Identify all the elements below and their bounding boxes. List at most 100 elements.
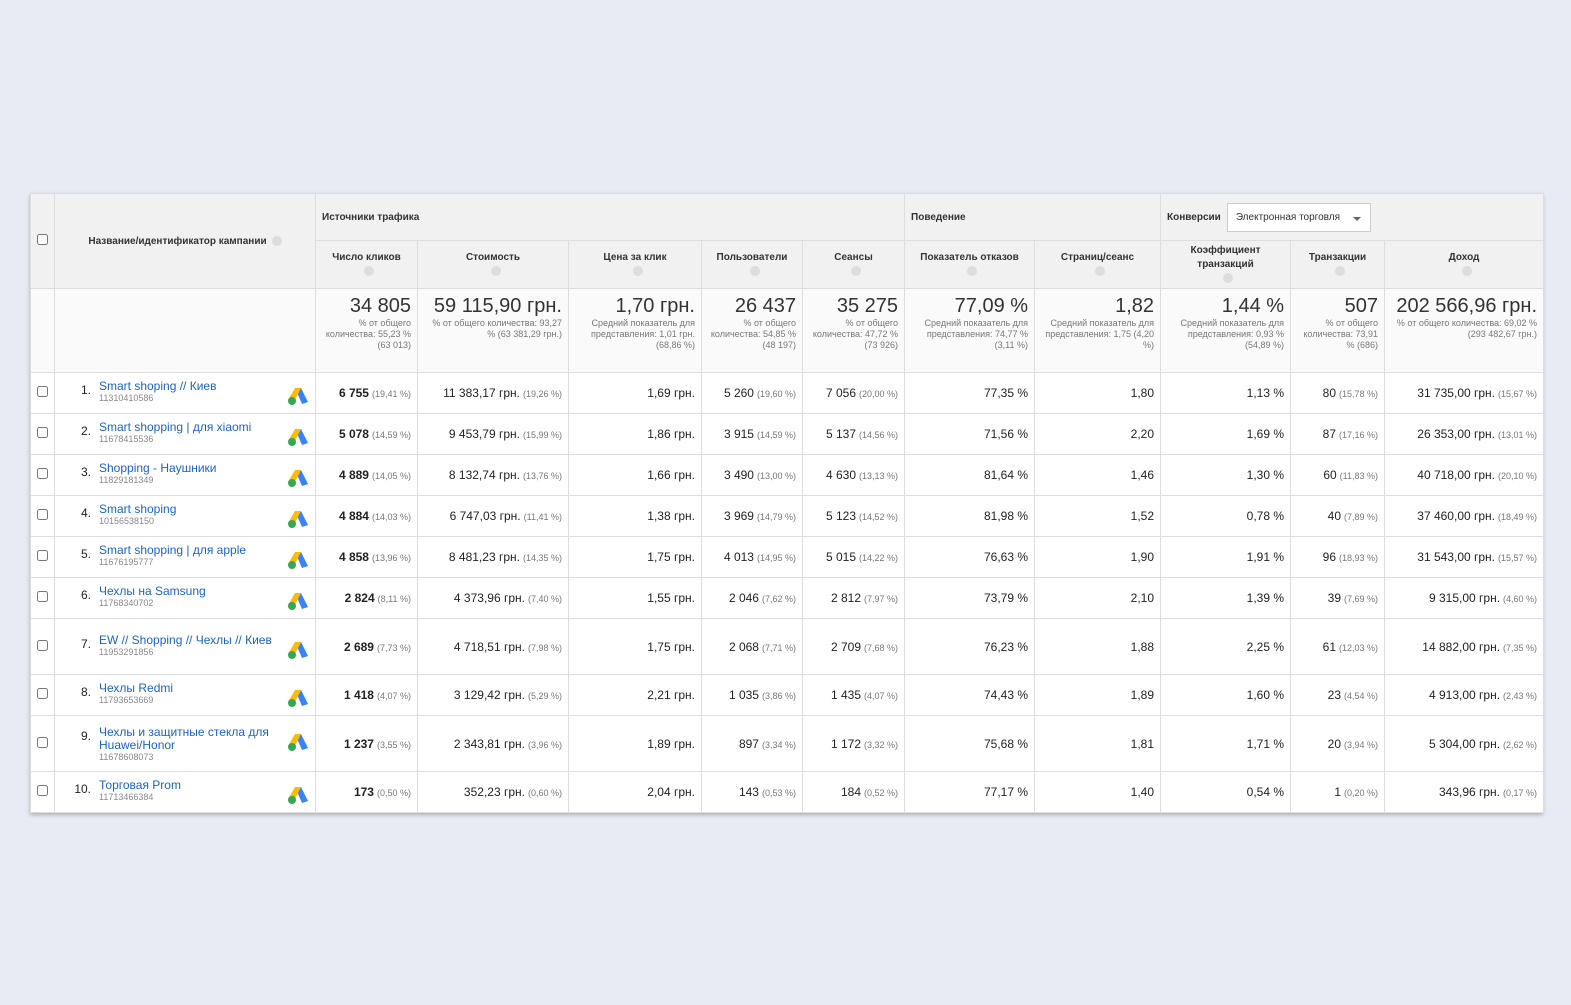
metric-share: (14,05 %) bbox=[371, 471, 411, 481]
metric-value: 77,17 % bbox=[983, 785, 1029, 799]
metric-share: (8,11 %) bbox=[377, 594, 411, 604]
metric-cell: 23 (4,54 %) bbox=[1290, 674, 1386, 716]
metric-cell: 40 718,00 грн. (20,10 %) bbox=[1384, 454, 1545, 496]
campaign-link[interactable]: Smart shoping bbox=[99, 502, 177, 516]
metric-cell: 1,86 грн. bbox=[568, 413, 702, 455]
metric-value: 1 172 bbox=[830, 736, 862, 751]
campaign-cell: 7. EW // Shopping // Чехлы // Киев 1195329… bbox=[54, 618, 316, 675]
campaign-row: 10. Торговая Prom 11713466384 173 (0,50 %) 35… bbox=[30, 771, 1545, 813]
campaign-link[interactable]: EW // Shopping // Чехлы // Киев bbox=[99, 632, 272, 647]
metric-cell: 81,98 % bbox=[904, 495, 1036, 537]
metric-value: 1,91 % bbox=[1246, 550, 1285, 564]
group-label: Источники трафика bbox=[322, 211, 420, 223]
checkbox[interactable] bbox=[37, 386, 48, 397]
metric-cell: 2,25 % bbox=[1160, 618, 1292, 675]
campaign-link[interactable]: Чехлы на Samsung bbox=[99, 584, 206, 598]
metric-cell: 2,21 грн. bbox=[568, 674, 702, 716]
metric-cell: 1,90 bbox=[1034, 536, 1162, 578]
metric-cell: 1,39 % bbox=[1160, 577, 1292, 619]
metric-value: 26 353,00 грн. bbox=[1417, 427, 1496, 441]
metric-cell: 4 630 (13,13 %) bbox=[801, 454, 906, 496]
column-header[interactable]: Доход bbox=[1384, 240, 1545, 289]
google-ads-icon bbox=[288, 470, 308, 487]
campaign-link[interactable]: Чехлы и защитные стекла для Huawei/Honor bbox=[99, 724, 269, 752]
metric-value: 87 bbox=[1322, 427, 1336, 441]
total-value: 202 566,96 грн. bbox=[1396, 295, 1538, 317]
metric-value: 9 453,79 грн. bbox=[448, 427, 520, 441]
column-header[interactable]: Число кликов bbox=[315, 240, 418, 289]
column-label: Коэффициент транзакций bbox=[1190, 244, 1261, 270]
metric-cell: 1,75 грн. bbox=[568, 536, 702, 578]
column-header[interactable]: Транзакции bbox=[1290, 240, 1386, 289]
total-cell: 1,82 Средний показатель для представления… bbox=[1034, 288, 1162, 373]
column-header[interactable]: Коэффициент транзакций bbox=[1160, 240, 1292, 289]
metric-value: 40 bbox=[1327, 509, 1342, 523]
metric-value: 1,39 % bbox=[1246, 591, 1285, 605]
campaign-link[interactable]: Торговая Prom bbox=[99, 778, 181, 792]
report-table: Название/идентификатор кампании Источники… bbox=[30, 193, 1545, 813]
campaign-id: 10156538150 bbox=[99, 516, 155, 526]
total-cell: 77,09 % Средний показатель для представле… bbox=[904, 288, 1036, 373]
metric-value: 173 bbox=[353, 785, 374, 799]
metric-cell: 1,46 bbox=[1034, 454, 1162, 496]
total-note: Средний показатель для представления: 74… bbox=[924, 318, 1029, 350]
campaign-link[interactable]: Shopping - Наушники bbox=[99, 461, 217, 475]
row-select bbox=[30, 715, 55, 772]
metric-share: (7,71 %) bbox=[761, 642, 796, 653]
checkbox[interactable] bbox=[37, 591, 48, 602]
checkbox[interactable] bbox=[37, 509, 48, 520]
checkbox[interactable] bbox=[37, 785, 48, 796]
metric-share: (3,96 %) bbox=[527, 739, 562, 750]
row-select bbox=[30, 454, 55, 496]
row-index: 8. bbox=[80, 685, 91, 699]
column-header[interactable]: Пользователи bbox=[701, 240, 803, 289]
metric-value: 184 bbox=[840, 785, 862, 799]
column-header[interactable]: Страниц/сеанс bbox=[1034, 240, 1162, 289]
metric-share: (13,13 %) bbox=[859, 471, 899, 481]
row-select bbox=[30, 674, 55, 716]
metric-value: 5 123 bbox=[825, 509, 856, 523]
checkbox[interactable] bbox=[37, 736, 48, 748]
campaign-link[interactable]: Smart shopping | для apple bbox=[99, 543, 247, 557]
conversion-select[interactable]: Электронная торговля bbox=[1226, 202, 1371, 232]
checkbox[interactable] bbox=[37, 234, 48, 245]
help-icon bbox=[851, 265, 862, 276]
metric-value: 76,63 % bbox=[983, 550, 1029, 564]
metric-value: 1,46 bbox=[1130, 468, 1155, 482]
metric-share: (14,79 %) bbox=[756, 512, 796, 522]
campaign-name-block: EW // Shopping // Чехлы // Киев 119532918… bbox=[99, 632, 279, 657]
row-select bbox=[30, 771, 55, 813]
metric-cell: 5 123 (14,52 %) bbox=[801, 495, 906, 537]
metric-share: (7,40 %) bbox=[527, 594, 562, 604]
metric-share: (4,54 %) bbox=[1344, 691, 1379, 701]
metric-share: (7,73 %) bbox=[376, 642, 411, 653]
metric-cell: 4 889 (14,05 %) bbox=[315, 454, 418, 496]
column-header[interactable]: Стоимость bbox=[417, 240, 569, 289]
metric-value: 31 543,00 грн. bbox=[1417, 550, 1496, 564]
metric-cell: 40 (7,89 %) bbox=[1290, 495, 1386, 537]
campaign-id: 11829181349 bbox=[99, 475, 154, 485]
metric-cell: 4 013 (14,95 %) bbox=[701, 536, 803, 578]
campaign-link[interactable]: Чехлы Redmi bbox=[99, 681, 174, 695]
metric-cell: 81,64 % bbox=[904, 454, 1036, 496]
metric-value: 1 435 bbox=[830, 688, 862, 702]
metric-cell: 1,66 грн. bbox=[568, 454, 702, 496]
metric-share: (2,43 %) bbox=[1503, 691, 1538, 701]
metric-value: 1,38 грн. bbox=[647, 509, 695, 523]
metric-value: 1 237 bbox=[343, 736, 374, 751]
checkbox[interactable] bbox=[37, 427, 48, 438]
checkbox[interactable] bbox=[37, 550, 48, 561]
metric-cell: 184 (0,52 %) bbox=[801, 771, 906, 813]
column-header[interactable]: Показатель отказов bbox=[904, 240, 1036, 289]
row-select bbox=[30, 372, 55, 414]
total-note: Средний показатель для представления: 1,… bbox=[1045, 318, 1155, 350]
column-header[interactable]: Цена за клик bbox=[568, 240, 702, 289]
campaign-link[interactable]: Smart shopping | для xiaomi bbox=[99, 420, 252, 434]
metric-cell: 0,78 % bbox=[1160, 495, 1292, 537]
checkbox[interactable] bbox=[37, 468, 48, 479]
column-header[interactable]: Сеансы bbox=[801, 240, 906, 289]
metric-cell: 1,38 грн. bbox=[568, 495, 702, 537]
campaign-link[interactable]: Smart shoping // Киев bbox=[99, 379, 217, 393]
checkbox[interactable] bbox=[37, 688, 48, 699]
checkbox[interactable] bbox=[37, 639, 48, 651]
